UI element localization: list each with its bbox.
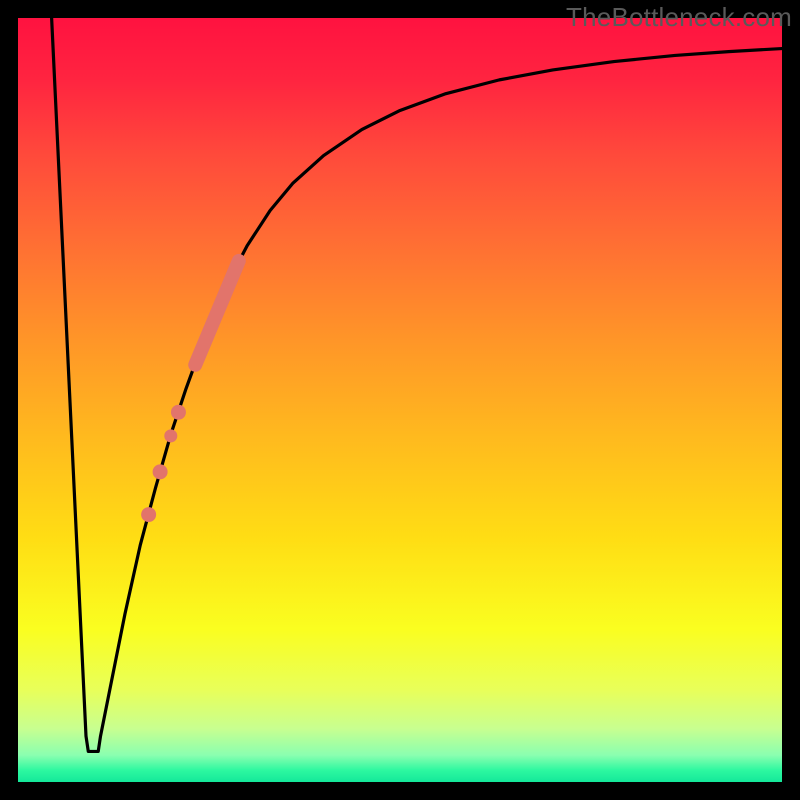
- bottleneck-chart: TheBottleneck.com: [0, 0, 800, 800]
- gradient-background: [18, 18, 782, 782]
- highlight-dot: [164, 429, 177, 442]
- highlight-dot: [141, 507, 156, 522]
- chart-svg: [0, 0, 800, 800]
- highlight-dot: [153, 464, 168, 479]
- highlight-dot: [171, 405, 186, 420]
